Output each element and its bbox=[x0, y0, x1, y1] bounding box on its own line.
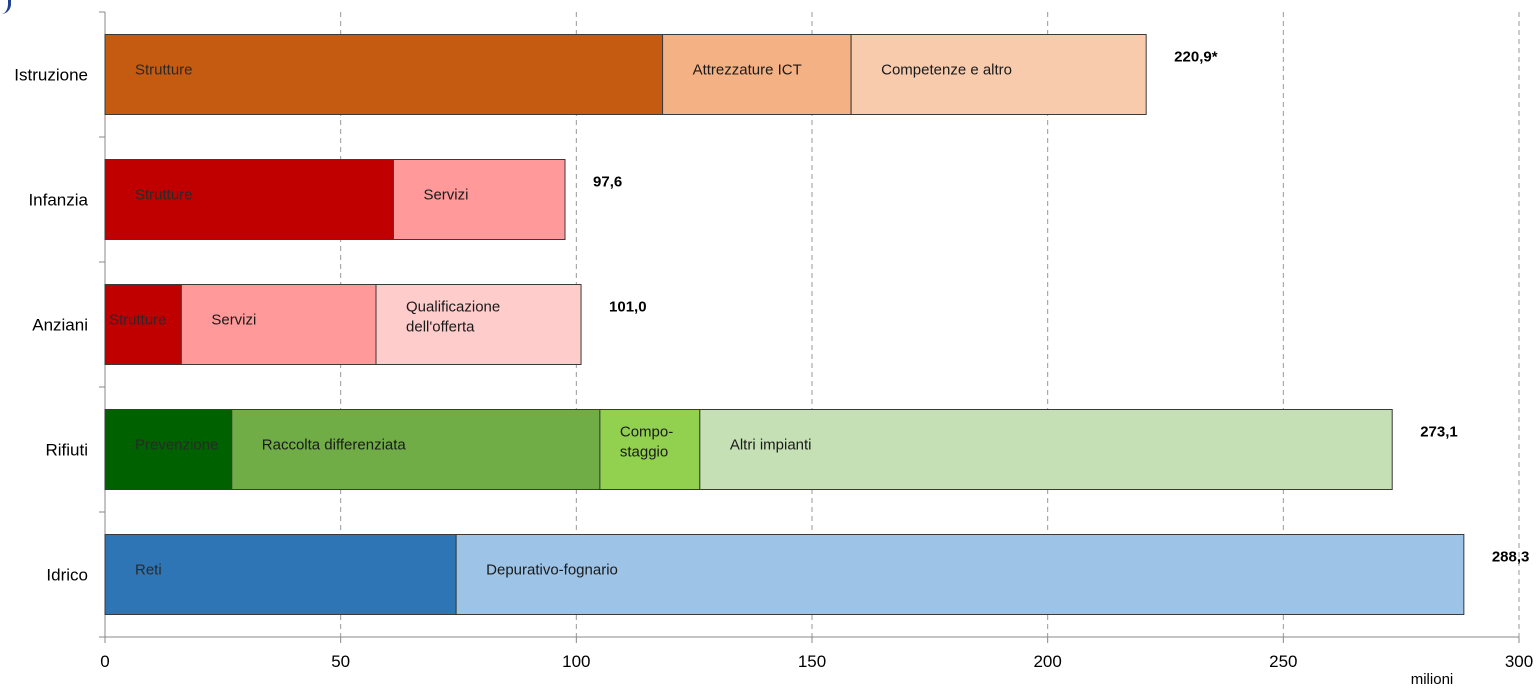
x-tick-label: 150 bbox=[798, 652, 826, 671]
segment-label: Strutture bbox=[109, 312, 167, 329]
bar-segment bbox=[104, 409, 233, 490]
bars bbox=[104, 34, 1465, 615]
bar-segment bbox=[662, 34, 852, 115]
total-label: 220,9* bbox=[1174, 49, 1218, 66]
corner-decoration bbox=[0, 0, 11, 14]
x-axis-unit-label: milioni bbox=[1411, 671, 1454, 688]
bar-segment bbox=[104, 159, 394, 240]
bar-segment bbox=[699, 409, 1393, 490]
bar-segment bbox=[850, 34, 1147, 115]
segment-label: Depurativo-fognario bbox=[486, 562, 618, 579]
x-tick-label: 300 bbox=[1505, 652, 1533, 671]
segment-label: Attrezzature ICT bbox=[693, 62, 802, 79]
total-label: 97,6 bbox=[593, 174, 622, 191]
segment-label: Reti bbox=[135, 562, 162, 579]
bar-segment bbox=[392, 159, 566, 240]
segment-label: Servizi bbox=[423, 187, 468, 204]
bar-segment bbox=[104, 284, 182, 365]
bar-segment bbox=[180, 284, 377, 365]
segment-label: Prevenzione bbox=[135, 437, 218, 454]
category-label: Anziani bbox=[32, 316, 88, 335]
bar-segment bbox=[375, 284, 582, 365]
x-tick-label: 250 bbox=[1269, 652, 1297, 671]
bar-segment bbox=[231, 409, 601, 490]
bar-segment bbox=[455, 534, 1465, 615]
total-label: 273,1 bbox=[1420, 424, 1458, 441]
category-label: Idrico bbox=[46, 566, 88, 585]
segment-label: Compo-staggio bbox=[620, 424, 673, 461]
total-label: 101,0 bbox=[609, 299, 647, 316]
x-tick-label: 0 bbox=[100, 652, 109, 671]
segment-label: Servizi bbox=[211, 312, 256, 329]
segment-label: Altri impianti bbox=[730, 437, 812, 454]
total-label: 288,3 bbox=[1492, 549, 1530, 566]
segment-label: Raccolta differenziata bbox=[262, 437, 407, 454]
category-label: Rifiuti bbox=[45, 441, 88, 460]
segment-label: Strutture bbox=[135, 62, 193, 79]
labels: Istruzione Strutture Attrezzature ICT Compe… bbox=[14, 49, 1529, 585]
segment-label: Qualificazione dell'offerta bbox=[406, 299, 500, 336]
x-tick-label: 100 bbox=[562, 652, 590, 671]
x-tick-label: 200 bbox=[1033, 652, 1061, 671]
category-label: Istruzione bbox=[14, 66, 88, 85]
segment-label: Strutture bbox=[135, 187, 193, 204]
segment-label: Competenze e altro bbox=[881, 62, 1012, 79]
x-tick-label: 50 bbox=[331, 652, 350, 671]
bar-segment bbox=[104, 34, 664, 115]
category-label: Infanzia bbox=[28, 191, 88, 210]
